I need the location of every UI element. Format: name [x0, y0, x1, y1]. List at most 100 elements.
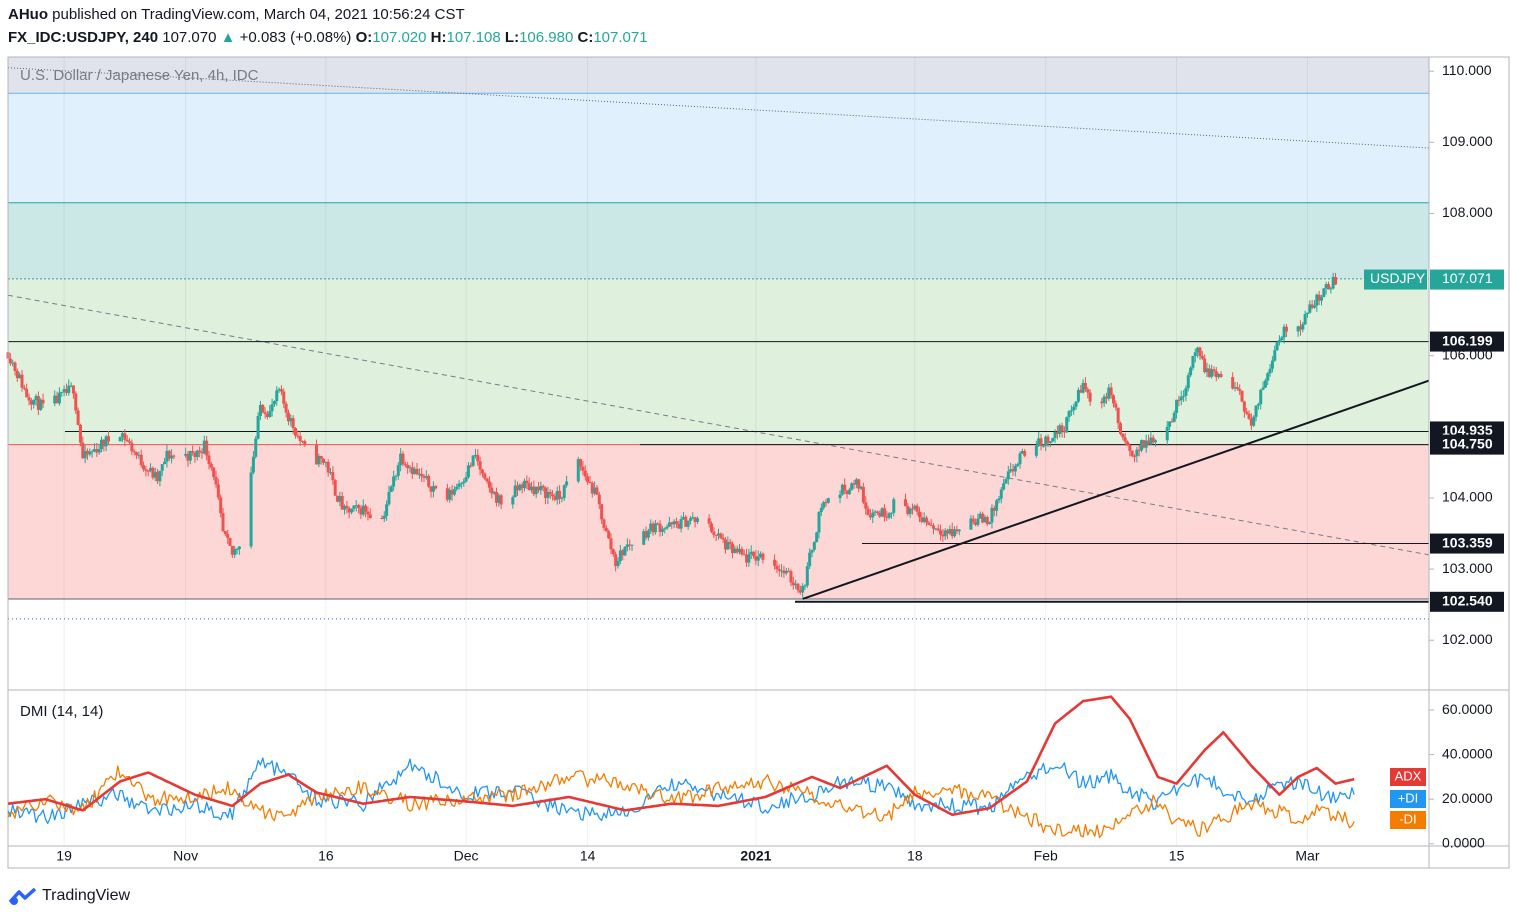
candle-body	[1140, 440, 1144, 451]
candle-body	[537, 486, 541, 491]
candle-body	[336, 495, 340, 502]
dmi-y-tick-label: 20.0000	[1442, 790, 1493, 806]
candle-body	[516, 485, 520, 491]
candle-body	[1231, 377, 1235, 389]
candle-body	[553, 496, 557, 500]
x-tick-label: Nov	[173, 848, 198, 864]
candle-body	[226, 534, 230, 538]
candle-body	[1242, 401, 1246, 412]
candle-body	[819, 507, 823, 513]
candle-body	[1331, 276, 1335, 289]
candle-body	[847, 489, 851, 495]
candle-body	[614, 554, 618, 567]
candle-body	[347, 508, 351, 513]
candle-body	[279, 389, 283, 392]
candle-body	[1305, 312, 1309, 315]
candle-body	[981, 513, 985, 523]
candle-body	[773, 559, 777, 566]
candle-body	[1151, 437, 1155, 443]
candle-body	[490, 487, 494, 494]
candle-body	[812, 541, 816, 550]
candle-body	[971, 518, 975, 522]
candle-body	[1055, 431, 1059, 434]
candle-body	[195, 450, 199, 458]
candle-body	[8, 358, 12, 364]
candle-body	[392, 476, 396, 487]
candle-body	[1128, 445, 1132, 451]
candle-body	[997, 498, 1001, 501]
candle-body	[200, 451, 204, 454]
publisher-name[interactable]: AHuo	[8, 6, 48, 23]
symbol-name[interactable]: FX_IDC:USDJPY, 240	[8, 29, 159, 46]
candle-body	[1020, 451, 1024, 454]
candle-body	[621, 550, 625, 556]
candle-body	[25, 388, 29, 398]
candle-body	[135, 452, 139, 456]
candle-body	[857, 479, 861, 489]
candle-body	[731, 543, 735, 554]
candle-body	[889, 512, 893, 514]
candle-body	[953, 529, 957, 537]
candle-body	[57, 392, 61, 404]
candle-body	[39, 399, 43, 410]
candle-body	[331, 472, 335, 481]
candle-body	[1315, 294, 1319, 306]
candle-body	[88, 451, 92, 455]
candle-body	[646, 530, 650, 538]
candle-body	[1168, 421, 1172, 427]
candle-body	[389, 486, 393, 492]
candle-body	[1200, 355, 1204, 359]
candle-body	[237, 546, 241, 550]
publish-date: published on TradingView.com, March 04, …	[52, 6, 465, 23]
candle-body	[450, 489, 454, 495]
candle-body	[1266, 373, 1270, 381]
candle-body	[18, 374, 22, 379]
candle-body	[932, 525, 936, 529]
candle-body	[64, 389, 68, 393]
dmi-series-tag	[1390, 790, 1426, 808]
candle-body	[415, 468, 419, 475]
candle-body	[1191, 355, 1195, 368]
y-tick-label: 103.000	[1442, 560, 1493, 576]
candle-body	[303, 441, 307, 446]
candle-body	[630, 544, 634, 546]
candle-body	[677, 524, 681, 529]
x-tick-label: Feb	[1034, 848, 1058, 864]
candle-body	[665, 526, 669, 529]
candle-body	[1263, 380, 1267, 388]
candle-body	[85, 450, 89, 455]
candle-body	[272, 401, 276, 405]
candle-body	[1270, 360, 1274, 369]
candle-body	[1298, 326, 1302, 330]
candle-body	[258, 404, 262, 417]
candle-body	[102, 439, 106, 447]
candle-body	[385, 504, 389, 516]
candle-body	[1193, 352, 1197, 356]
candle-body	[838, 494, 842, 499]
candle-body	[228, 537, 232, 546]
candle-body	[861, 486, 865, 503]
candle-body	[406, 465, 410, 469]
candle-body	[431, 486, 435, 492]
candle-body	[586, 476, 590, 483]
candle-body	[317, 455, 321, 465]
candle-body	[20, 374, 24, 388]
candle-body	[251, 456, 255, 473]
symbol-name-tag-label: USDJPY	[1370, 270, 1426, 286]
tradingview-logo[interactable]: TradingView	[8, 886, 130, 906]
level-price-label: 103.359	[1442, 534, 1493, 550]
candle-body	[429, 486, 433, 492]
x-tick-label: 14	[580, 848, 596, 864]
dmi-y-tick-label: 60.0000	[1442, 701, 1493, 717]
candle-body	[1067, 411, 1071, 418]
candle-body	[873, 511, 877, 513]
dmi-series-line-plusdi	[7, 757, 1355, 825]
candle-body	[974, 521, 978, 525]
candle-body	[487, 481, 491, 488]
candle-body	[600, 504, 604, 520]
candle-body	[1219, 374, 1223, 378]
candle-body	[263, 412, 267, 415]
candle-body	[235, 549, 239, 551]
candle-body	[69, 385, 73, 387]
